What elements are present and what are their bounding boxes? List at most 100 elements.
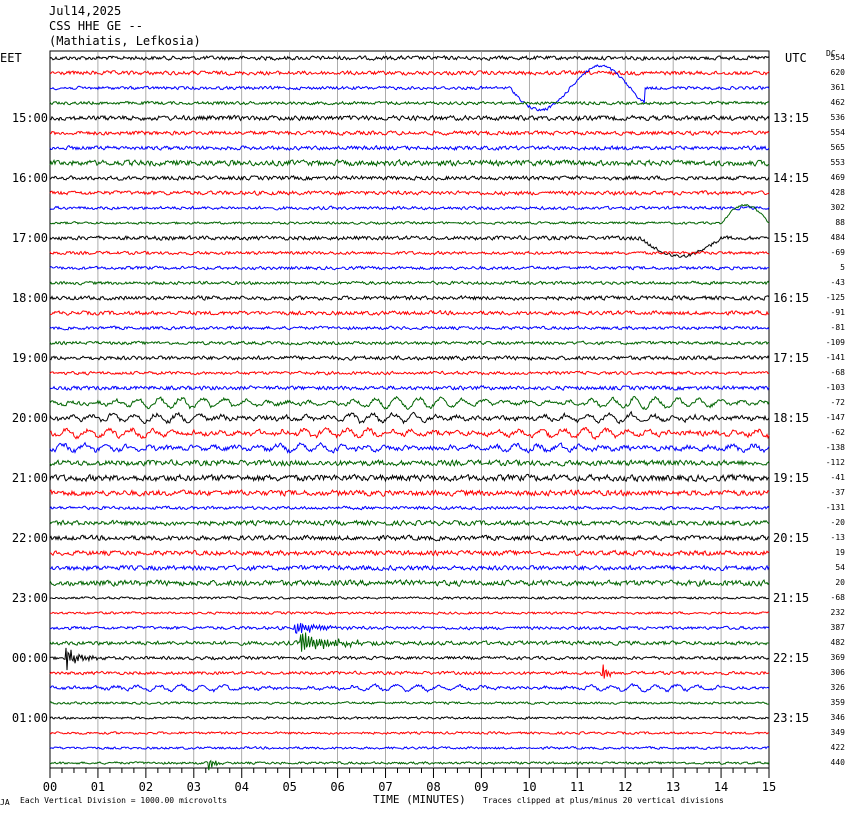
trace-row-37 xyxy=(49,611,770,615)
trace-row-40 xyxy=(49,647,770,671)
dc-offset-label: -72 xyxy=(830,398,845,407)
trace-row-43 xyxy=(49,701,770,705)
minute-gridlines xyxy=(97,51,722,768)
x-tick-label: 04 xyxy=(235,780,249,794)
dc-offset-label: 88 xyxy=(835,218,845,227)
dc-offset-label: -68 xyxy=(830,593,845,602)
dc-offset-label: 5 xyxy=(840,263,845,272)
dc-offset-label: 306 xyxy=(830,668,845,677)
footer-scale-note: Each Vertical Division = 1000.00 microvo… xyxy=(20,796,228,805)
dc-offset-label: 361 xyxy=(830,83,845,92)
left-hour-label: 21:00 xyxy=(11,471,48,485)
x-tick-label: 02 xyxy=(139,780,153,794)
trace-row-3 xyxy=(49,100,770,106)
x-tick-label: 13 xyxy=(666,780,680,794)
trace-row-32 xyxy=(49,534,770,542)
x-axis-tick-labels: 00 01 02 03 04 05 06 07 08 09 10 11 12 13 14 15 xyxy=(43,780,776,794)
dc-offset-label: -138 xyxy=(825,443,845,452)
trace-row-25 xyxy=(49,426,770,441)
trace-row-20 xyxy=(49,355,770,361)
trace-row-1 xyxy=(49,69,770,76)
trace-row-46 xyxy=(49,746,770,750)
trace-row-14 xyxy=(49,265,770,271)
trace-row-35 xyxy=(49,579,770,588)
header-location: (Mathiatis, Lefkosia) xyxy=(49,34,201,48)
dc-offset-label: 326 xyxy=(830,683,845,692)
dc-offset-label: 553 xyxy=(830,158,845,167)
trace-row-19 xyxy=(49,340,770,346)
trace-row-33 xyxy=(50,549,770,557)
trace-row-39 xyxy=(49,632,769,652)
trace-row-10 xyxy=(49,205,770,211)
right-hour-label: 16:15 xyxy=(773,291,810,305)
dc-offset-label: -62 xyxy=(830,428,845,437)
dc-offset-label: -37 xyxy=(830,488,845,497)
dc-offset-label: -81 xyxy=(830,323,845,332)
trace-row-34 xyxy=(49,564,770,572)
x-tick-label: 15 xyxy=(762,780,776,794)
dc-offset-label: 484 xyxy=(830,233,845,242)
dc-offset-label: -147 xyxy=(825,413,845,422)
dc-offset-label: 554 xyxy=(830,128,845,137)
x-tick-label: 05 xyxy=(282,780,296,794)
x-axis-label: TIME (MINUTES) xyxy=(373,793,466,806)
x-tick-label: 11 xyxy=(570,780,584,794)
dc-offset-label: 554 xyxy=(830,53,845,62)
x-tick-label: 00 xyxy=(43,780,57,794)
x-tick-label: 07 xyxy=(378,780,392,794)
left-hour-label: 00:00 xyxy=(11,651,48,665)
trace-row-15 xyxy=(49,280,770,286)
trace-row-13 xyxy=(49,250,770,256)
trace-row-18 xyxy=(49,325,770,331)
dc-offset-label: -13 xyxy=(830,533,845,542)
dc-offset-label: 232 xyxy=(830,608,845,617)
dc-offset-label: -68 xyxy=(830,368,845,377)
dc-offset-label: 20 xyxy=(835,578,845,587)
header-station: CSS HHE GE -- xyxy=(49,19,143,33)
right-hour-label: 23:15 xyxy=(773,711,810,725)
dc-offset-label: 346 xyxy=(830,713,845,722)
trace-row-2 xyxy=(49,64,770,112)
trace-row-11 xyxy=(49,203,770,225)
left-hour-label: 19:00 xyxy=(11,351,48,365)
trace-row-27 xyxy=(49,459,770,467)
trace-row-24 xyxy=(49,410,770,425)
dc-offset-label: 440 xyxy=(830,758,845,767)
trace-group xyxy=(49,55,770,771)
trace-row-21 xyxy=(49,370,770,376)
dc-offset-label: 359 xyxy=(830,698,845,707)
left-hour-label: 23:00 xyxy=(11,591,48,605)
right-hour-label: 20:15 xyxy=(773,531,810,545)
trace-row-12 xyxy=(49,235,770,258)
dc-offset-label: -20 xyxy=(830,518,845,527)
trace-row-0 xyxy=(49,55,770,61)
right-timezone-label: UTC xyxy=(785,51,807,65)
dc-offset-label: 369 xyxy=(830,653,845,662)
left-hour-label: 17:00 xyxy=(11,231,48,245)
trace-row-7 xyxy=(49,158,770,168)
right-hour-label: 14:15 xyxy=(773,171,810,185)
left-hour-label: 20:00 xyxy=(11,411,48,425)
trace-row-22 xyxy=(49,384,770,391)
dc-offset-label: 302 xyxy=(830,203,845,212)
dc-offset-label: 349 xyxy=(830,728,845,737)
trace-row-38 xyxy=(49,622,770,634)
dc-offset-label: 387 xyxy=(830,623,845,632)
left-hour-label: 18:00 xyxy=(11,291,48,305)
x-tick-label: 03 xyxy=(187,780,201,794)
trace-row-28 xyxy=(49,473,770,483)
trace-row-16 xyxy=(49,295,770,302)
dc-offset-label: -109 xyxy=(825,338,845,347)
dc-offset-label: -103 xyxy=(825,383,845,392)
dc-offset-label: -41 xyxy=(830,473,845,482)
dc-offset-label: 422 xyxy=(830,743,845,752)
x-tick-label: 09 xyxy=(474,780,488,794)
right-hour-label: 18:15 xyxy=(773,411,810,425)
footer-left-mark: JA xyxy=(0,798,10,807)
dc-offset-label: 536 xyxy=(830,113,845,122)
right-hour-label: 19:15 xyxy=(773,471,810,485)
right-hour-label: 13:15 xyxy=(773,111,810,125)
trace-row-41 xyxy=(49,664,770,679)
dc-offset-label: -141 xyxy=(825,353,845,362)
